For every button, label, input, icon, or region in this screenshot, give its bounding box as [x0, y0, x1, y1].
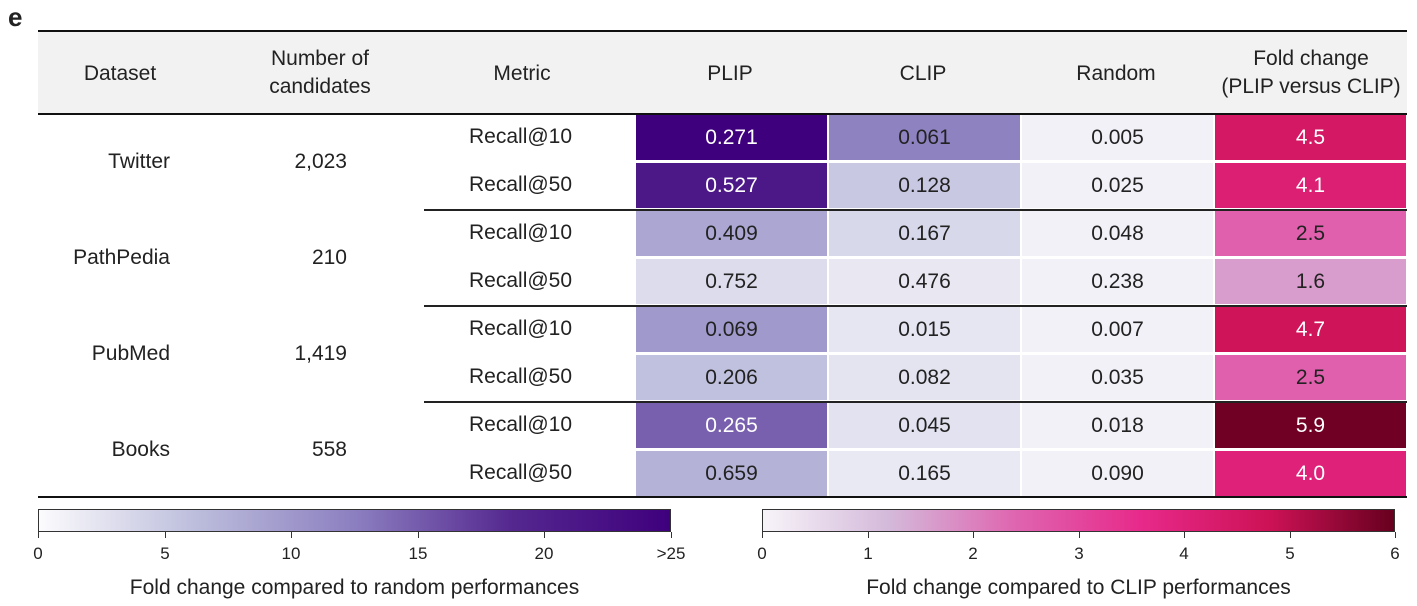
colorbar-tick-label: 5	[1285, 544, 1295, 563]
random-colorbar	[38, 509, 671, 532]
clip-cell: 0.045	[829, 403, 1020, 448]
plip-cell: 0.409	[636, 211, 827, 256]
group-divider	[424, 401, 1407, 403]
header-candidates: Number of candidates	[230, 45, 410, 101]
plip-cell: 0.752	[636, 259, 827, 304]
dataset-name: PathPedia	[73, 246, 170, 269]
colorbar-tick-mark	[1290, 532, 1291, 538]
colorbar-tick-mark	[671, 532, 672, 538]
top-rule	[38, 30, 1407, 32]
dataset-name: Books	[111, 438, 170, 461]
colorbar-tick-label: 2	[968, 544, 978, 563]
fold-cell: 5.9	[1215, 403, 1406, 448]
header-background	[38, 32, 1407, 113]
colorbar-tick-label: 6	[1390, 544, 1400, 563]
colorbar-tick-mark	[165, 532, 166, 538]
colorbar-tick-mark	[38, 532, 39, 538]
clip-cell: 0.128	[829, 163, 1020, 208]
clip-cell: 0.015	[829, 307, 1020, 352]
group-divider	[424, 305, 1407, 307]
header-random: Random	[1076, 62, 1156, 85]
random-cell: 0.007	[1022, 307, 1213, 352]
candidate-count: 210	[311, 246, 347, 269]
metric-label: Recall@50	[469, 269, 573, 292]
header-fold-line1: Fold change	[1253, 47, 1369, 70]
colorbar-tick-mark	[868, 532, 869, 538]
random-cell: 0.048	[1022, 211, 1213, 256]
clip-cell: 0.167	[829, 211, 1020, 256]
colorbar-tick-label: 10	[281, 544, 301, 563]
clip-colorbar-label: Fold change compared to CLIP performance…	[866, 576, 1291, 599]
header-dataset: Dataset	[83, 62, 157, 85]
header-rule	[38, 113, 1407, 115]
colorbar-tick-label: 1	[863, 544, 873, 563]
header-fold-line2: (PLIP versus CLIP)	[1221, 75, 1401, 98]
random-cell: 0.005	[1022, 115, 1213, 160]
header-metric: Metric	[493, 62, 551, 85]
fold-cell: 4.1	[1215, 163, 1406, 208]
header-fold-change: Fold change (PLIP versus CLIP)	[1200, 45, 1417, 101]
plip-cell: 0.527	[636, 163, 827, 208]
metric-label: Recall@50	[469, 173, 573, 196]
plip-cell: 0.271	[636, 115, 827, 160]
header-plip: PLIP	[707, 62, 753, 85]
fold-cell: 4.7	[1215, 307, 1406, 352]
plip-cell: 0.069	[636, 307, 827, 352]
random-cell: 0.018	[1022, 403, 1213, 448]
fold-cell: 4.5	[1215, 115, 1406, 160]
colorbar-tick-mark	[1184, 532, 1185, 538]
colorbar-tick-mark	[973, 532, 974, 538]
colorbar-tick-label: 4	[1179, 544, 1189, 563]
fold-cell: 2.5	[1215, 355, 1406, 400]
clip-cell: 0.165	[829, 451, 1020, 496]
dataset-name: Twitter	[108, 150, 170, 173]
clip-colorbar	[762, 509, 1395, 532]
candidate-count: 558	[311, 438, 347, 461]
dataset-name: PubMed	[91, 342, 170, 365]
panel-label: e	[8, 2, 23, 32]
colorbar-tick-mark	[1395, 532, 1396, 538]
metric-label: Recall@10	[469, 413, 573, 436]
header-clip: CLIP	[899, 62, 947, 85]
plip-cell: 0.659	[636, 451, 827, 496]
colorbar-tick-label: 0	[757, 544, 767, 563]
plip-cell: 0.265	[636, 403, 827, 448]
random-cell: 0.090	[1022, 451, 1213, 496]
metric-label: Recall@10	[469, 317, 573, 340]
colorbar-tick-label: 15	[408, 544, 428, 563]
colorbar-tick-label: 5	[160, 544, 170, 563]
candidate-count: 2,023	[294, 150, 347, 173]
metric-label: Recall@10	[469, 125, 573, 148]
colorbar-tick-label: 0	[33, 544, 43, 563]
fold-cell: 4.0	[1215, 451, 1406, 496]
colorbar-tick-mark	[762, 532, 763, 538]
colorbar-tick-mark	[1079, 532, 1080, 538]
colorbar-tick-label: 3	[1074, 544, 1084, 563]
colorbar-tick-label: 20	[534, 544, 554, 563]
clip-cell: 0.061	[829, 115, 1020, 160]
metric-label: Recall@50	[469, 461, 573, 484]
metric-label: Recall@50	[469, 365, 573, 388]
header-candidates-line1: Number of	[270, 47, 370, 70]
plip-cell: 0.206	[636, 355, 827, 400]
random-cell: 0.025	[1022, 163, 1213, 208]
bottom-rule	[38, 496, 1407, 498]
colorbar-tick-mark	[418, 532, 419, 538]
metric-label: Recall@10	[469, 221, 573, 244]
candidate-count: 1,419	[294, 342, 347, 365]
colorbar-tick-label: >25	[656, 544, 686, 563]
random-cell: 0.238	[1022, 259, 1213, 304]
colorbar-tick-mark	[291, 532, 292, 538]
fold-cell: 2.5	[1215, 211, 1406, 256]
colorbar-tick-mark	[544, 532, 545, 538]
header-candidates-line2: candidates	[269, 75, 371, 98]
clip-cell: 0.082	[829, 355, 1020, 400]
random-cell: 0.035	[1022, 355, 1213, 400]
fold-cell: 1.6	[1215, 259, 1406, 304]
clip-cell: 0.476	[829, 259, 1020, 304]
random-colorbar-label: Fold change compared to random performan…	[129, 576, 580, 599]
group-divider	[424, 209, 1407, 211]
